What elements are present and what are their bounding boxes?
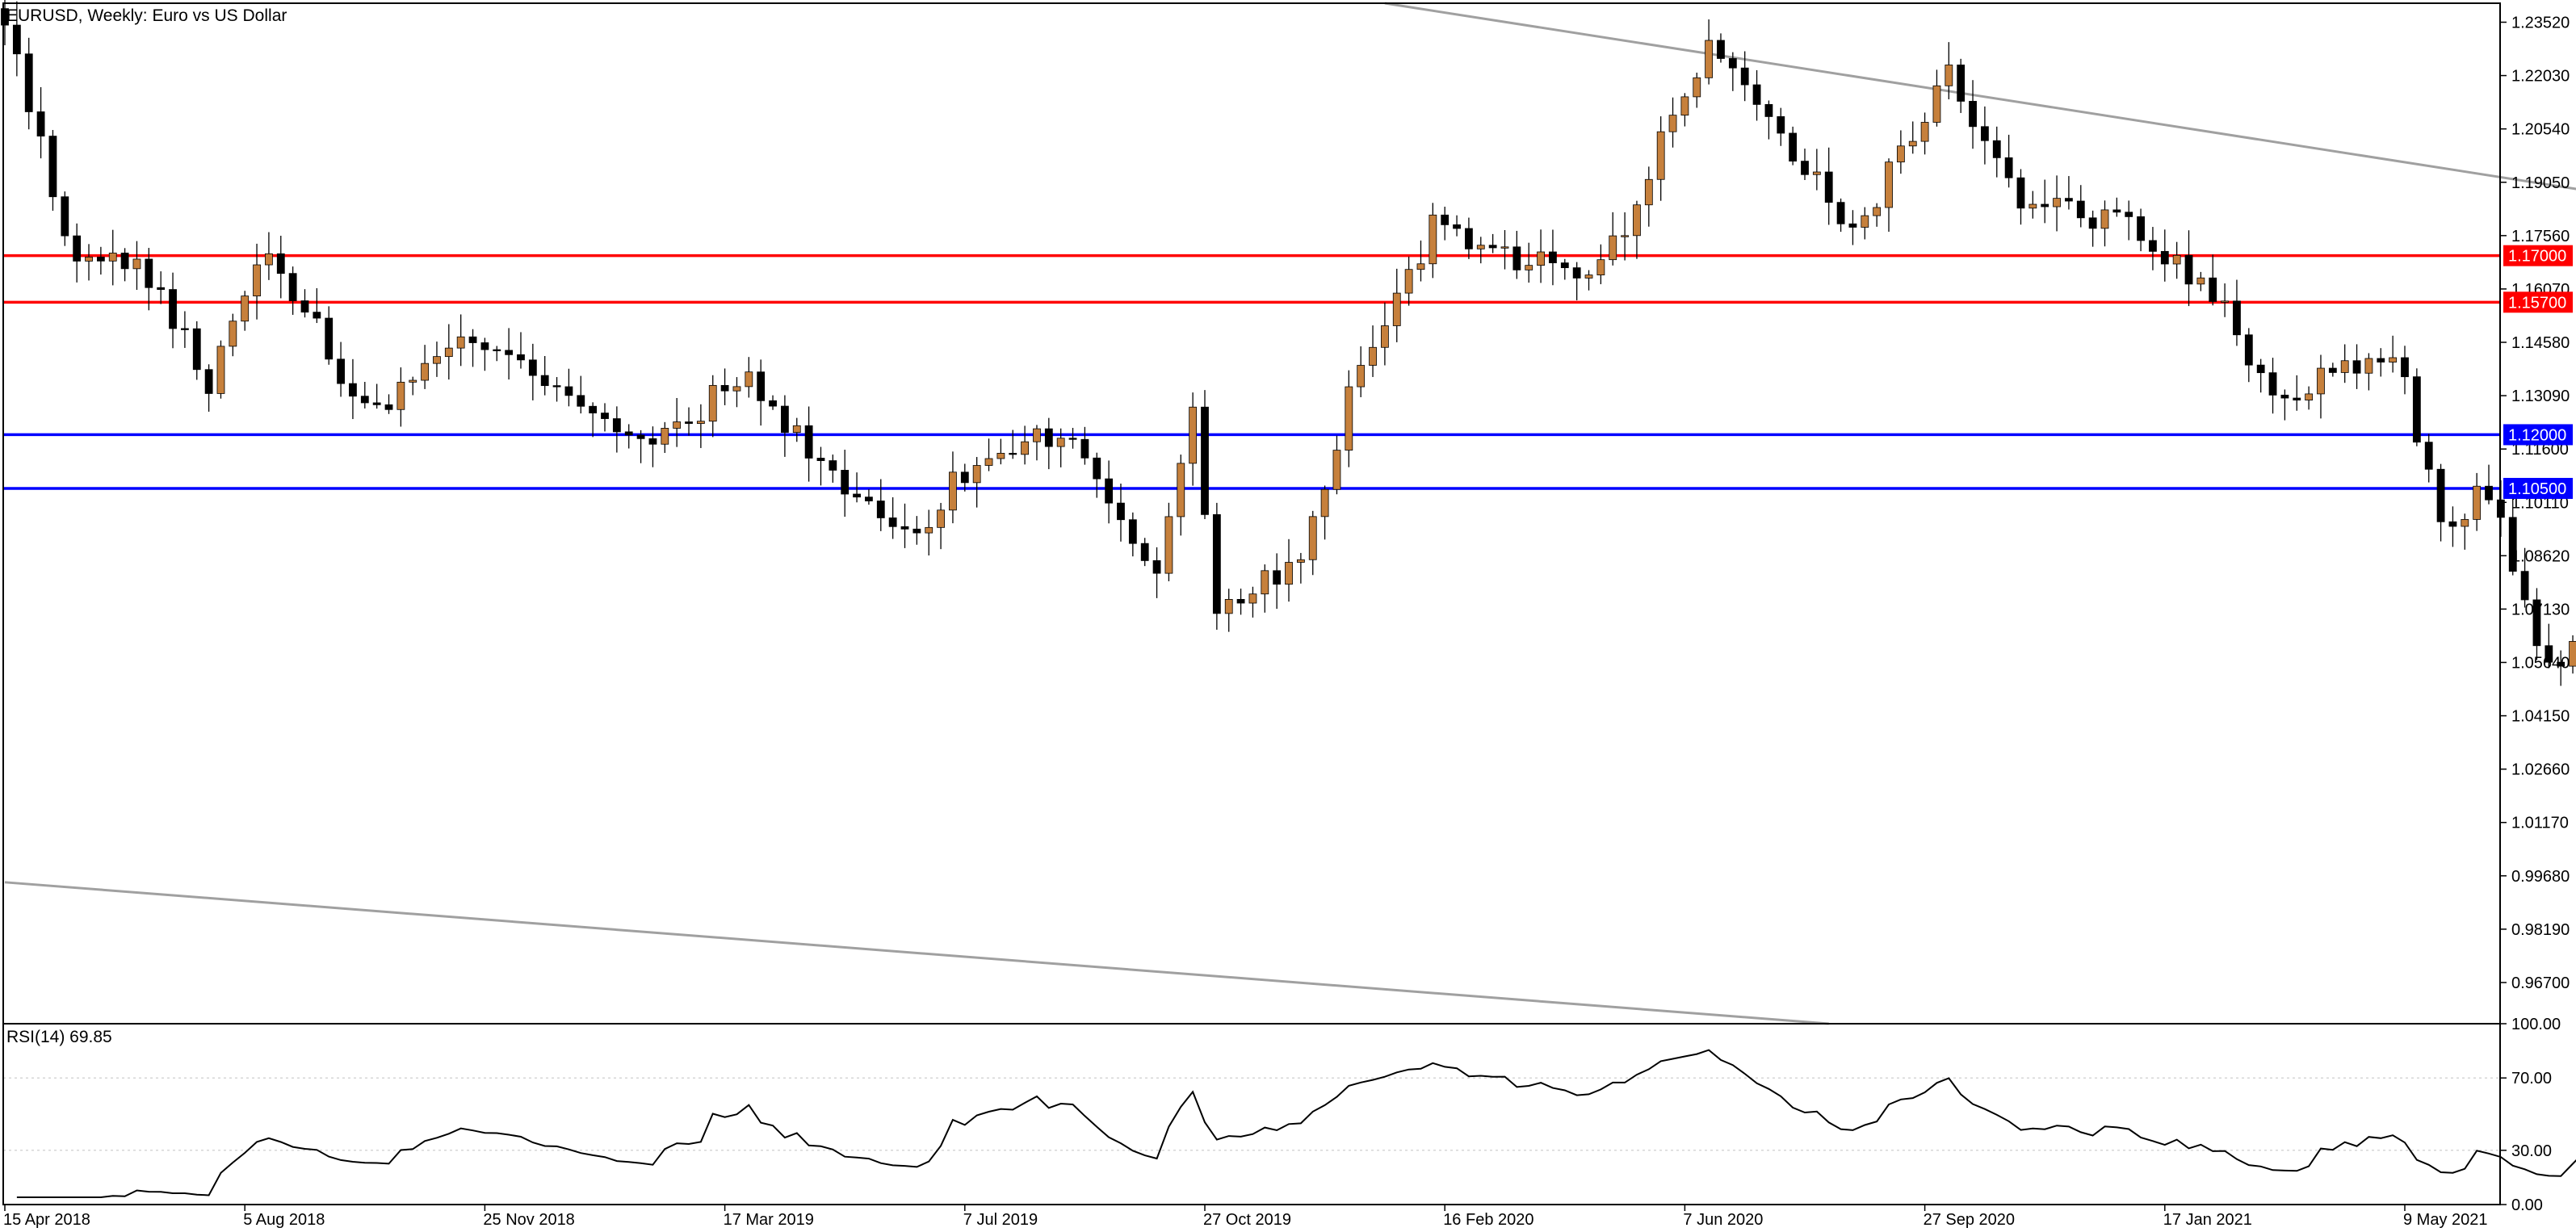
rsi-tick-label: 100.00 — [2511, 1016, 2561, 1033]
price-tick-label: 1.04150 — [2511, 708, 2570, 726]
price-tick-label: 0.99680 — [2511, 868, 2570, 886]
price-tick-label: 1.14580 — [2511, 334, 2570, 352]
price-tick-label: 1.02660 — [2511, 761, 2570, 779]
date-tick-label: 15 Apr 2018 — [3, 1211, 90, 1228]
price-tick-label: 0.98190 — [2511, 921, 2570, 939]
level-badge-1.12000: 1.12000 — [2503, 424, 2573, 445]
candle — [1202, 390, 1209, 519]
level-badge-1.10500: 1.10500 — [2503, 478, 2573, 499]
date-tick-label: 7 Jun 2020 — [1683, 1211, 1763, 1228]
price-tick-label: 1.13090 — [2511, 388, 2570, 405]
date-tick-label: 16 Feb 2020 — [1443, 1211, 1533, 1228]
price-tick-label: 1.07130 — [2511, 601, 2570, 618]
price-tick-label: 1.01170 — [2511, 815, 2569, 832]
date-tick-label: 17 Mar 2019 — [724, 1211, 814, 1228]
level-badge-1.15700: 1.15700 — [2503, 291, 2573, 312]
date-tick-label: 7 Jul 2019 — [963, 1211, 1038, 1228]
level-badge-text: 1.17000 — [2508, 248, 2566, 266]
date-tick-label: 27 Oct 2019 — [1203, 1211, 1291, 1228]
candle — [217, 341, 224, 399]
rsi-tick-label: 70.00 — [2511, 1070, 2552, 1087]
level-badge-text: 1.15700 — [2508, 294, 2566, 312]
price-tick-label: 1.20540 — [2511, 121, 2570, 139]
level-badge-1.17000: 1.17000 — [2503, 245, 2573, 266]
price-tick-label: 1.08620 — [2511, 547, 2570, 565]
level-badge-text: 1.10500 — [2508, 480, 2566, 498]
rsi-tick-label: 0.00 — [2511, 1196, 2543, 1214]
candle — [2413, 368, 2420, 446]
price-tick-label: 1.23520 — [2511, 15, 2570, 32]
level-badge-text: 1.12000 — [2508, 426, 2566, 444]
candle — [1213, 503, 1220, 630]
date-tick-label: 17 Jan 2021 — [2163, 1211, 2252, 1228]
date-tick-label: 5 Aug 2018 — [243, 1211, 325, 1228]
rsi-tick-label: 30.00 — [2511, 1142, 2552, 1160]
date-tick-label: 25 Nov 2018 — [483, 1211, 574, 1228]
chart-title: EURUSD, Weekly: Euro vs US Dollar — [6, 6, 287, 25]
price-tick-label: 1.17560 — [2511, 228, 2570, 245]
date-tick-label: 9 May 2021 — [2403, 1211, 2488, 1228]
price-tick-label: 1.05640 — [2511, 654, 2570, 672]
price-tick-label: 1.19050 — [2511, 174, 2570, 192]
price-tick-label: 1.22030 — [2511, 68, 2570, 86]
date-tick-label: 27 Sep 2020 — [1924, 1211, 2015, 1228]
rsi-label: RSI(14) 69.85 — [6, 1028, 112, 1046]
price-tick-label: 0.96700 — [2511, 974, 2570, 992]
